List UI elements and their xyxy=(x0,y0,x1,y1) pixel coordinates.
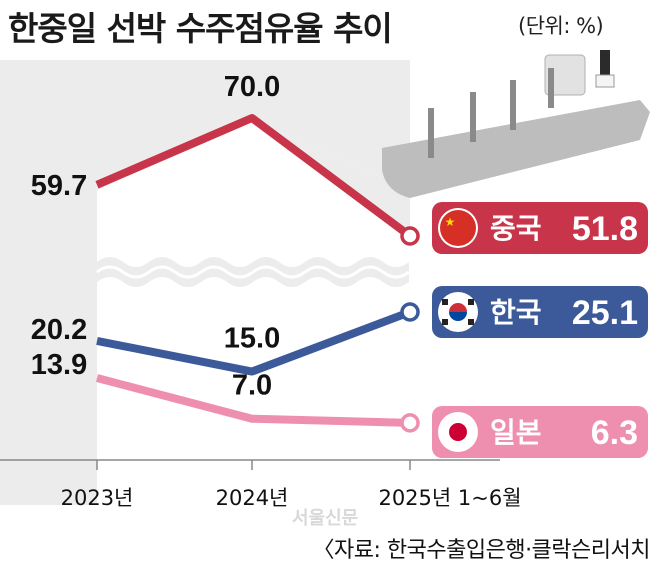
plot-background-top xyxy=(97,60,410,190)
watermark: 서울신문 xyxy=(292,508,359,529)
data-label: 6.3 xyxy=(591,414,638,452)
x-tick-label: 2025년 1~6월 xyxy=(378,486,521,510)
x-tick-label: 2024년 xyxy=(216,486,289,510)
legend-label: 일본 xyxy=(490,416,542,449)
legend-badge: 일본 6.3 xyxy=(432,406,648,458)
chart-title: 한중일 선박 수주점유율 추이 xyxy=(8,9,393,48)
legend-label: 한국 xyxy=(490,296,542,329)
source-note: 〈자료: 한국수출입은행·클락슨리서치 xyxy=(312,538,651,563)
legend-badge: ★ 중국 51.8 xyxy=(432,202,648,254)
series-line xyxy=(95,114,413,240)
svg-text:★: ★ xyxy=(445,215,456,229)
series-line xyxy=(95,374,411,427)
x-tick-label: 2023년 xyxy=(61,486,134,510)
data-label: 13.9 xyxy=(31,349,87,381)
data-label: 15.0 xyxy=(224,323,280,355)
china-flag-icon: ★ xyxy=(438,208,478,248)
data-label: 59.7 xyxy=(31,170,87,202)
data-label: 25.1 xyxy=(572,294,638,332)
data-label: 20.2 xyxy=(31,314,87,346)
data-point xyxy=(400,302,420,322)
data-label: 7.0 xyxy=(232,370,272,402)
japan-flag-icon xyxy=(438,412,478,452)
axis-break-line xyxy=(96,265,410,279)
series-line xyxy=(96,308,412,376)
data-label: 70.0 xyxy=(224,71,280,103)
data-point xyxy=(400,413,420,433)
legend-badge: 한국 25.1 xyxy=(432,286,648,338)
unit-label: (단위: %) xyxy=(518,14,604,38)
data-point xyxy=(400,226,420,246)
legend-label: 중국 xyxy=(490,212,542,245)
plot-white-area xyxy=(97,120,410,505)
ship-icon xyxy=(382,50,650,198)
data-label: 51.8 xyxy=(572,210,638,248)
korea-flag-icon xyxy=(438,292,478,332)
